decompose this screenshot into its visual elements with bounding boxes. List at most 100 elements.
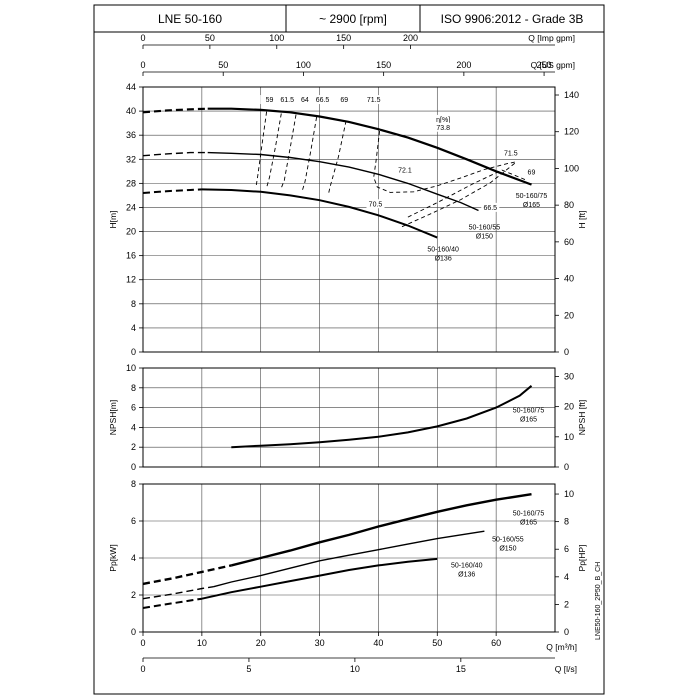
efficiency-label: 73.8 <box>436 125 450 132</box>
y2-axis-label: Pp[HP] <box>577 545 587 572</box>
y2-tick-label: 20 <box>564 402 574 412</box>
x-tick-label: 10 <box>197 638 207 648</box>
series-line <box>231 493 532 567</box>
x2-axis-label: Q [l/s] <box>555 664 577 674</box>
y-tick-label: 8 <box>131 383 136 393</box>
efficiency-label-bg <box>364 95 383 105</box>
series-label-line: 50-160/75 <box>516 193 548 200</box>
efficiency-label: 69 <box>528 169 536 176</box>
series-label: 50-160/40 Ø136 <box>451 562 483 578</box>
y2-axis-label: H [ft] <box>577 211 587 229</box>
efficiency-iso-line <box>401 161 517 228</box>
series-line <box>231 385 533 449</box>
y2-tick-label: 60 <box>564 237 574 247</box>
y2-tick-label: 80 <box>564 200 574 210</box>
series-label-line: Ø150 <box>499 545 516 552</box>
series-label-line: Ø136 <box>458 571 475 578</box>
chart-panels: 048121620242832364044H[m]020406080100120… <box>108 33 587 674</box>
y-tick-label: 20 <box>126 227 136 237</box>
series-label-line: Ø150 <box>476 234 493 241</box>
efficiency-label-bg <box>313 95 332 105</box>
series-label: 50-160/75 Ø165 <box>513 408 545 424</box>
efficiency-label: 71.5 <box>504 151 518 158</box>
header-table: LNE 50-160 ~ 2900 [rpm] ISO 9906:2012 - … <box>93 4 605 33</box>
series-dashed-line <box>142 188 202 194</box>
series-line <box>207 107 532 186</box>
y-axis-label: H[m] <box>108 211 118 229</box>
top-axis-label: Q [US gpm] <box>531 60 575 70</box>
efficiency-label: 71.5 <box>367 97 381 104</box>
y-tick-label: 40 <box>126 106 136 116</box>
y-tick-label: 2 <box>131 442 136 452</box>
series-dashed-line <box>142 107 208 114</box>
y-tick-label: 8 <box>131 479 136 489</box>
plot-frame <box>142 86 556 353</box>
efficiency-label: 61.5 <box>280 97 294 104</box>
series-label-line: Ø165 <box>520 519 537 526</box>
series-label-line: 50-160/40 <box>427 246 459 253</box>
efficiency-iso-line <box>280 114 297 190</box>
efficiency-label-bg <box>522 167 541 177</box>
x-tick-label: 40 <box>373 638 383 648</box>
series-line <box>207 151 479 212</box>
y2-tick-label: 4 <box>564 572 569 582</box>
y-tick-label: 0 <box>131 462 136 472</box>
y2-tick-label: 8 <box>564 517 569 527</box>
top-axis-tick-label: 150 <box>336 33 351 43</box>
series-label-line: 50-160/40 <box>451 562 483 569</box>
x-tick-label: 20 <box>256 638 266 648</box>
series-label-line: 50-160/75 <box>513 408 545 415</box>
y-tick-label: 6 <box>131 403 136 413</box>
top-axis-tick-label: 200 <box>456 60 471 70</box>
side-code: LNE50-160_2P50_B_CH <box>595 562 602 640</box>
x2-tick-label: 0 <box>140 664 145 674</box>
efficiency-label-bg <box>295 95 314 105</box>
series-label: 50-160/75 Ø165 <box>516 193 548 209</box>
standard-label: ISO 9906:2012 - Grade 3B <box>441 12 584 26</box>
series-label: 50-160/55 Ø150 <box>469 225 501 241</box>
y-tick-label: 4 <box>131 553 136 563</box>
y2-tick-label: 100 <box>564 163 579 173</box>
y-tick-label: 6 <box>131 516 136 526</box>
efficiency-iso-line <box>373 130 517 193</box>
y2-tick-label: 10 <box>564 432 574 442</box>
efficiency-iso-line <box>255 111 268 188</box>
series-dashed-line <box>142 597 203 609</box>
y2-tick-label: 6 <box>564 544 569 554</box>
efficiency-label-bg <box>501 148 520 158</box>
x-axis-label: Q [m³/h] <box>546 642 577 652</box>
panel-head: 0 4 8 12 16 20 24 28 32 36 40 44 H[m] 0 20 40 60 80 100 120… <box>108 33 587 357</box>
series-label-line: Ø165 <box>520 417 537 424</box>
y-tick-label: 36 <box>126 130 136 140</box>
series-dashed-line <box>142 586 214 600</box>
efficiency-iso-line <box>407 169 526 218</box>
series-label-line: 50-160/55 <box>469 225 501 232</box>
series-dashed-line <box>142 151 208 157</box>
efficiency-label-bg <box>260 95 279 105</box>
efficiency-label: 64 <box>301 97 309 104</box>
series-label-line: Ø136 <box>435 255 452 262</box>
speed-label: ~ 2900 [rpm] <box>319 12 387 26</box>
efficiency-label-bg <box>434 114 453 124</box>
series-label-line: 50-160/75 <box>513 510 545 517</box>
y-tick-label: 12 <box>126 275 136 285</box>
efficiency-label: 59 <box>266 97 274 104</box>
y-tick-label: 32 <box>126 154 136 164</box>
series-line <box>213 530 485 588</box>
efficiency-label: 69 <box>340 97 348 104</box>
x2-tick-label: 15 <box>456 664 466 674</box>
y2-tick-label: 0 <box>564 462 569 472</box>
y-tick-label: 44 <box>126 82 136 92</box>
outer-frame <box>93 31 605 695</box>
top-axis-tick-label: 100 <box>269 33 284 43</box>
x-tick-label: 60 <box>491 638 501 648</box>
efficiency-label-bg <box>481 202 500 212</box>
y-tick-label: 8 <box>131 299 136 309</box>
panel-npsh: 0 2 4 6 8 10 NPSH[m] 0 10 20 30 NPSH [ft] 50-160/75 Ø… <box>108 363 587 472</box>
top-axis-label: Q [Imp gpm] <box>528 33 575 43</box>
y2-tick-label: 0 <box>564 347 569 357</box>
model-label: LNE 50-160 <box>158 12 222 26</box>
x2-tick-label: 10 <box>350 664 360 674</box>
